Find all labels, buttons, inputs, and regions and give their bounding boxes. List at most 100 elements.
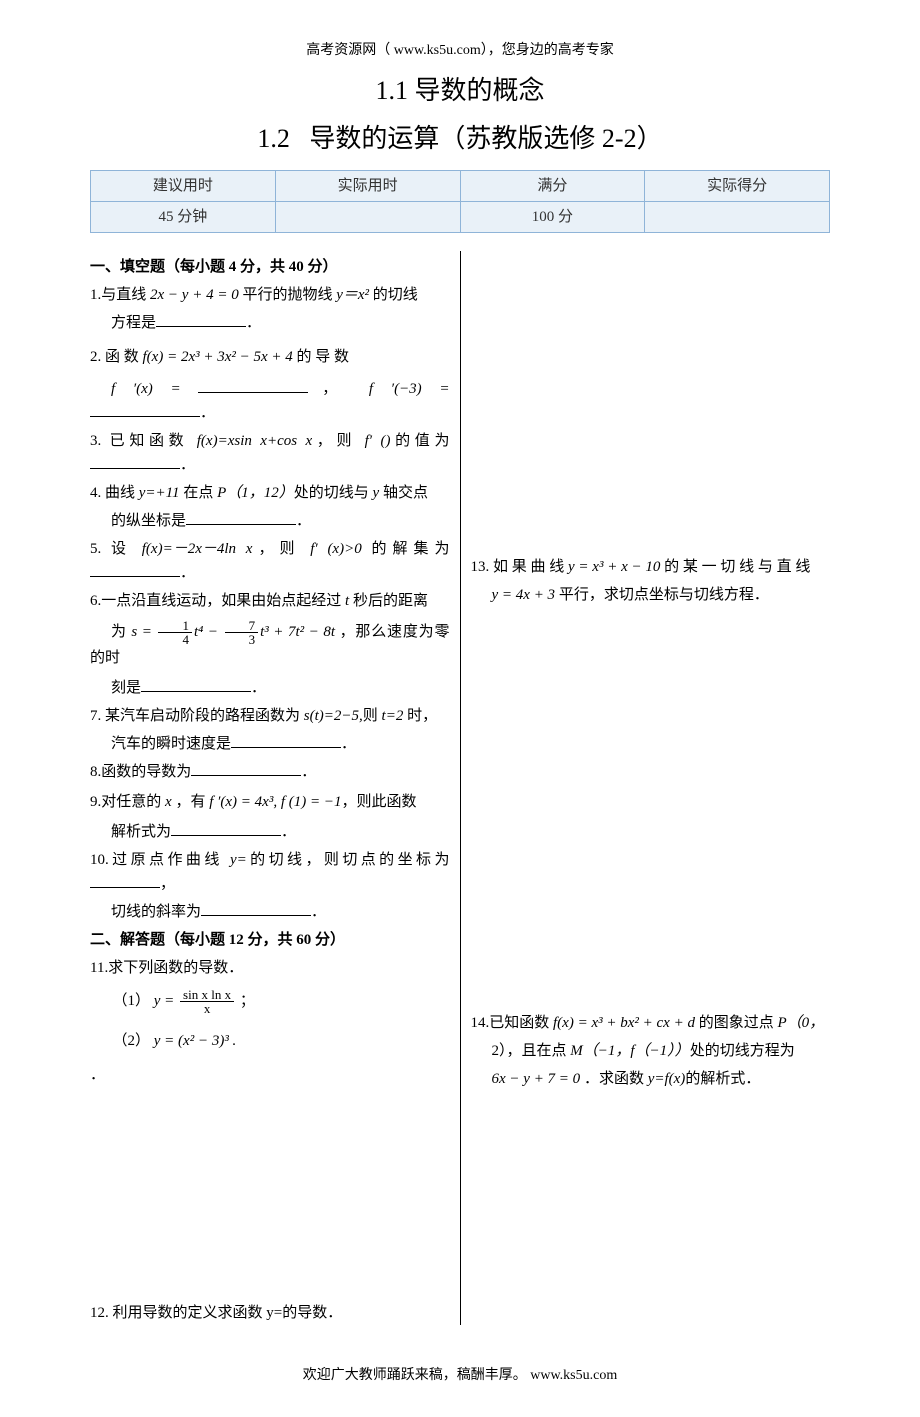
q4g: 轴交点: [379, 485, 428, 501]
q9x: x: [165, 794, 172, 810]
title2-text: 导数的运算（苏教版选修 2-2）: [309, 124, 662, 153]
q9f: ．: [281, 824, 296, 840]
q4a: 4. 曲线: [90, 485, 139, 501]
q7d: t=2: [382, 708, 404, 724]
q14e: M（−1，f（−1））: [570, 1043, 689, 1059]
q7-line2: 汽车的瞬时速度是．: [90, 732, 450, 756]
q4c: 在点: [180, 485, 218, 501]
q5c: ，则: [252, 541, 310, 557]
table-row: 45 分钟 100 分: [91, 201, 830, 232]
blank: [90, 873, 160, 888]
footer-url: www.ks5u.com: [530, 1368, 617, 1383]
den: 3: [225, 633, 259, 646]
q14a: 14.已知函数: [471, 1015, 554, 1031]
num: sin x ln x: [180, 988, 234, 1002]
q3a: 3. 已知函数: [90, 433, 197, 449]
q6f: ．: [251, 680, 266, 696]
q2b: 的 导 数: [293, 349, 349, 365]
q11-2a: （2）: [113, 1033, 154, 1049]
td-2: [275, 201, 460, 232]
q8b: ．: [301, 764, 316, 780]
q14h: ．求函数: [580, 1071, 648, 1087]
header-url: www.ks5u.com: [394, 43, 481, 58]
th-3: 满分: [460, 170, 645, 201]
q14-line3: 6x − y + 7 = 0 ．求函数 y=f(x)的解析式．: [471, 1067, 831, 1091]
footer-text: 欢迎广大教师踊跃来稿，稿酬丰厚。: [303, 1368, 531, 1383]
num: 1: [158, 619, 192, 633]
q13eq: y = x³ + x − 10: [568, 559, 660, 575]
q7g: ．: [341, 736, 356, 752]
q2eq: f(x) = 2x³ + 3x² − 5x + 4: [143, 349, 293, 365]
frac-7-3: 73: [225, 619, 259, 646]
q8: 8.函数的导数为 ．: [90, 760, 450, 784]
column-divider: [460, 251, 461, 1325]
q6eqpre: s =: [131, 624, 156, 640]
td-3: 100 分: [460, 201, 645, 232]
q5d: f′ (x)>0: [310, 541, 361, 557]
q11-1pre: y =: [154, 993, 178, 1009]
q3c: ，则: [312, 433, 364, 449]
q11-1: （1） y = sin x ln xx ；: [113, 988, 450, 1015]
blank: [141, 677, 251, 692]
blank: [171, 821, 281, 836]
q13d: 平行，求切点坐标与切线方程．: [555, 587, 769, 603]
q14f: 处的切线方程为: [690, 1043, 795, 1059]
q4i: ．: [296, 513, 311, 529]
q4e: 处的切线与: [294, 485, 373, 501]
q3: 3. 已知函数 f(x)=xsin x+cos x，则 f′ ()的值为．: [90, 429, 450, 477]
q3b: f(x)=xsin x+cos x: [197, 433, 312, 449]
q9d: ，则此函数: [341, 794, 416, 810]
num: 7: [225, 619, 259, 633]
blank: [231, 733, 341, 748]
q4h: 的纵坐标是: [111, 513, 186, 529]
q7c: 则: [363, 708, 382, 724]
blank: [186, 510, 296, 525]
q2f: ．: [200, 405, 215, 421]
q14-line2: 2），且在点 M（−1，f（−1））处的切线方程为: [471, 1039, 831, 1063]
q14b: 的图象过点: [695, 1015, 778, 1031]
blank: [90, 562, 180, 577]
q6t3: t³ + 7t² − 8t: [260, 624, 335, 640]
th-1: 建议用时: [91, 170, 276, 201]
q9b: ，有: [172, 794, 210, 810]
q2a: 2. 函 数: [90, 349, 143, 365]
q11: 11.求下列函数的导数．: [90, 956, 450, 980]
q13b: 的 某 一 切 线 与 直 线: [660, 559, 810, 575]
q8a: 8.函数的导数为: [90, 764, 191, 780]
blank: [90, 454, 180, 469]
q13c: y = 4x + 3: [492, 587, 556, 603]
q14g: 6x − y + 7 = 0: [492, 1071, 581, 1087]
td-4: [645, 201, 830, 232]
spacer: [90, 1087, 450, 1297]
q5: 5. 设 f(x)=－2x－4ln x，则 f′ (x)>0 的解集为．: [90, 537, 450, 585]
two-column-body: 一、填空题（每小题 4 分，共 40 分） 1.与直线 2x − y + 4 =…: [90, 251, 830, 1325]
section2-title: 二、解答题（每小题 12 分，共 60 分）: [90, 928, 450, 952]
frac-sinlnx: sin x ln xx: [180, 988, 234, 1015]
q14: 14.已知函数 f(x) = x³ + bx² + cx + d 的图象过点 P…: [471, 1011, 831, 1035]
den: x: [180, 1002, 234, 1015]
den: 4: [158, 633, 192, 646]
q10d: ，: [160, 876, 175, 892]
page-header: 高考资源网（ www.ks5u.com），您身边的高考专家: [90, 40, 830, 62]
q10-line2: 切线的斜率为．: [90, 900, 450, 924]
title-1: 1.1 导数的概念: [90, 70, 830, 112]
q9e: 解析式为: [111, 824, 171, 840]
q10c: 的切线，则切点的坐标为: [247, 852, 450, 868]
q5e: 的解集为: [362, 541, 450, 557]
q10b: y=: [230, 852, 247, 868]
spacer: [471, 251, 831, 551]
q6-line2: 为 s = 14t⁴ − 73t³ + 7t² − 8t ，那么速度为零的时: [90, 619, 450, 670]
q4: 4. 曲线 y=+11 在点 P（1，12）处的切线与 y 轴交点: [90, 481, 450, 505]
left-column: 一、填空题（每小题 4 分，共 40 分） 1.与直线 2x − y + 4 =…: [90, 251, 458, 1325]
q7b: s(t)=2−5,: [304, 708, 363, 724]
q14d: 2），且在点: [492, 1043, 571, 1059]
q2-line2: f ′(x) = ， f ′(−3) = ．: [90, 377, 450, 425]
q2c: f ′(x) =: [111, 381, 181, 397]
q7e: 时，: [403, 708, 437, 724]
q1a: 1.与直线: [90, 287, 150, 303]
q1eq: 2x − y + 4 = 0: [150, 287, 239, 303]
q11-2eq: y = (x² − 3)³ .: [154, 1033, 237, 1049]
q13: 13. 如 果 曲 线 y = x³ + x − 10 的 某 一 切 线 与 …: [471, 555, 831, 579]
q5b: f(x)=－2x－4ln x: [142, 541, 253, 557]
info-table: 建议用时 实际用时 满分 实际得分 45 分钟 100 分: [90, 170, 830, 233]
